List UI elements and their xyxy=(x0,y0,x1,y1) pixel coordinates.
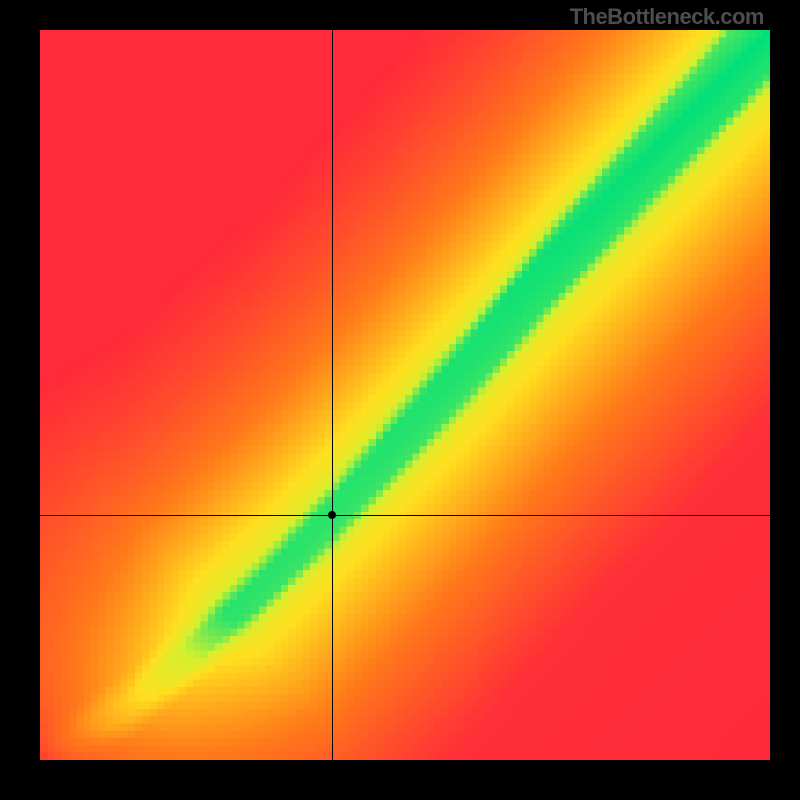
bottleneck-heatmap xyxy=(40,30,770,760)
watermark-text: TheBottleneck.com xyxy=(570,4,764,30)
crosshair-vertical xyxy=(332,30,333,760)
chart-container: { "watermark": { "text": "TheBottleneck.… xyxy=(0,0,800,800)
plot-area xyxy=(40,30,770,760)
crosshair-horizontal xyxy=(40,515,770,516)
